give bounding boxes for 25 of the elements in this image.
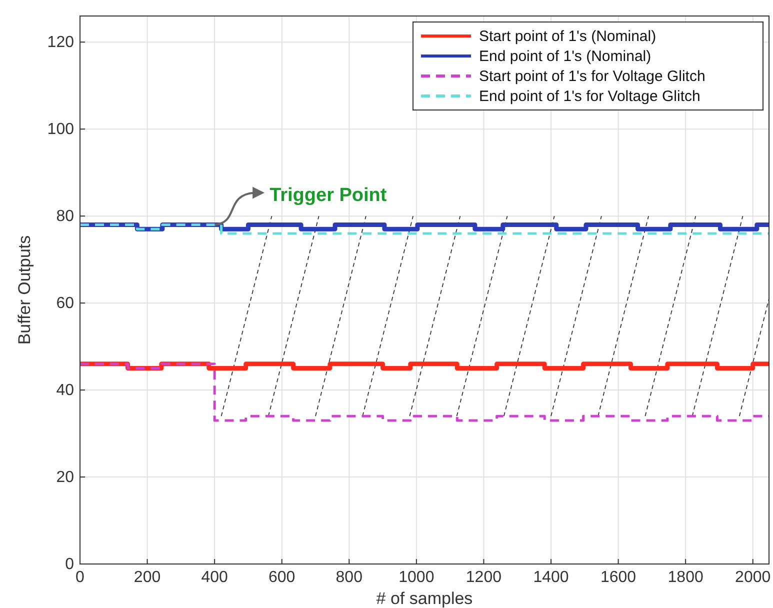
x-tick-label: 1200	[466, 569, 502, 586]
y-tick-label: 40	[56, 382, 74, 400]
x-tick-label: 1000	[398, 569, 434, 586]
legend-label: End point of 1's for Voltage Glitch	[479, 88, 700, 105]
legend-label: End point of 1's (Nominal)	[479, 48, 652, 65]
y-axis-title: Buffer Outputs	[15, 235, 34, 345]
y-tick-label: 120	[47, 34, 74, 52]
x-tick-label: 600	[268, 569, 296, 586]
legend-label: Start point of 1's (Nominal)	[479, 28, 656, 45]
x-tick-label: 0	[76, 569, 85, 586]
y-tick-label: 0	[65, 556, 74, 573]
x-tick-label: 400	[201, 569, 228, 586]
y-tick-label: 20	[56, 469, 74, 486]
y-tick-label: 60	[56, 295, 74, 312]
y-tick-label: 100	[47, 121, 74, 138]
x-tick-label: 1800	[668, 569, 704, 586]
annotation: Trigger Point	[270, 184, 388, 206]
x-tick-label: 1400	[533, 569, 569, 586]
x-tick-label: 800	[336, 569, 363, 586]
y-tick-label: 80	[56, 208, 74, 226]
x-tick-label: 200	[134, 569, 161, 586]
x-axis-title: # of samples	[376, 589, 473, 608]
x-tick-label: 1600	[600, 569, 636, 586]
legend-label: Start point of 1's for Voltage Glitch	[479, 68, 706, 85]
x-tick-label: 2000	[735, 569, 771, 586]
